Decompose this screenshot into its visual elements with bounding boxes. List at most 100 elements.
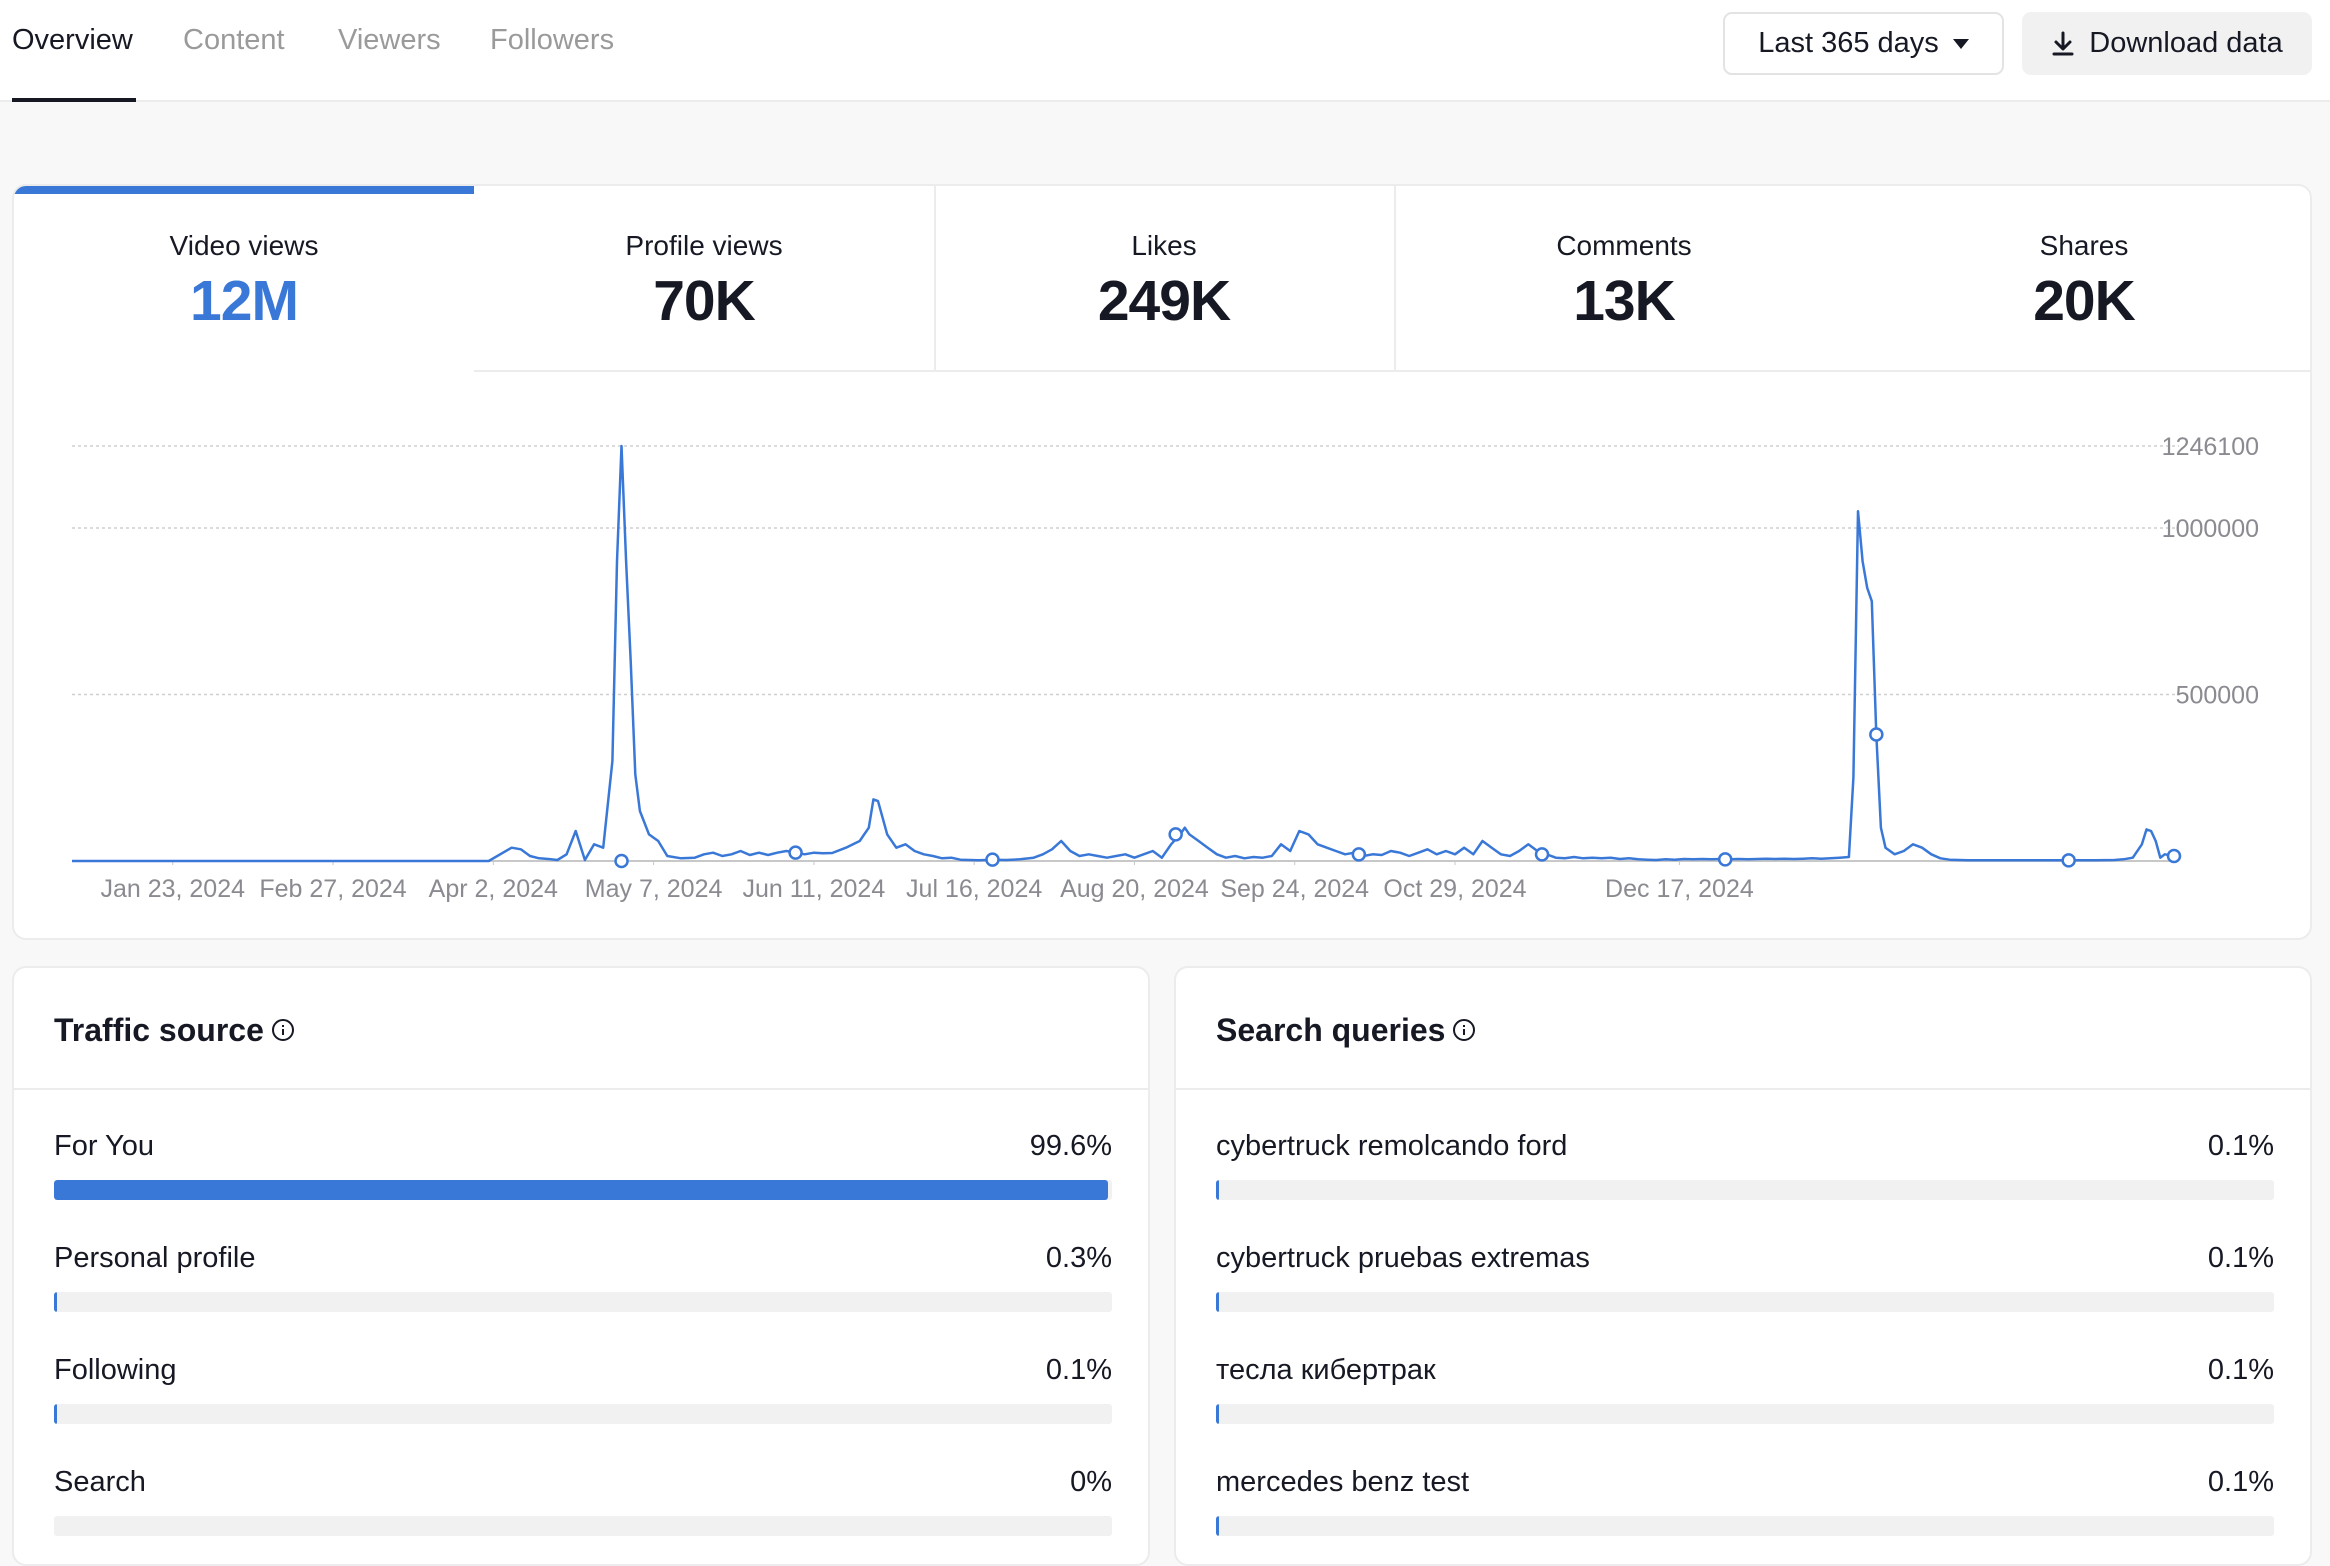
row-label: mercedes benz test (1216, 1466, 1470, 1498)
tab-followers[interactable]: Followers (490, 24, 615, 56)
progress-track (54, 1180, 1112, 1200)
search-queries-panel: Search queries cybertruck remolcando for… (1174, 966, 2312, 1566)
metric-value: 70K (653, 269, 756, 333)
download-data-button[interactable]: Download data (2022, 12, 2312, 75)
info-icon[interactable] (271, 1018, 294, 1041)
row-label: cybertruck pruebas extremas (1216, 1242, 1590, 1274)
y-tick-label: 1000000 (2162, 515, 2259, 543)
data-point-marker (788, 845, 803, 860)
y-tick-label: 1246100 (2162, 433, 2259, 461)
search-query-row: mercedes benz test 0.1% (1216, 1466, 2274, 1546)
download-data-label: Download data (2089, 27, 2283, 59)
search-queries-title: Search queries (1216, 1012, 1476, 1049)
metric-likes[interactable]: Likes 249K (934, 186, 1394, 372)
data-point-marker (1869, 727, 1884, 742)
search-query-row: cybertruck pruebas extremas 0.1% (1216, 1242, 2274, 1322)
metric-profile-views[interactable]: Profile views 70K (474, 186, 934, 372)
metric-comments[interactable]: Comments 13K (1394, 186, 1854, 372)
progress-track (1216, 1292, 2274, 1312)
row-value: 99.6% (1029, 1130, 1112, 1162)
progress-track (1216, 1180, 2274, 1200)
progress-fill (54, 1404, 57, 1424)
metric-shares[interactable]: Shares 20K (1854, 186, 2310, 372)
series-line (72, 444, 2175, 863)
row-value: 0% (1070, 1466, 1112, 1498)
progress-fill (1216, 1516, 1219, 1536)
search-query-row: тесла кибертрак 0.1% (1216, 1354, 2274, 1434)
panel-header: Search queries (1176, 968, 2310, 1090)
tab-viewers[interactable]: Viewers (338, 24, 441, 56)
traffic-source-title: Traffic source (54, 1012, 294, 1049)
traffic-source-row: Search 0% (54, 1466, 1112, 1546)
metric-label: Profile views (625, 230, 783, 261)
panel-header: Traffic source (14, 968, 1148, 1090)
x-tick-label: Feb 27, 2024 (259, 875, 406, 903)
panel-title-text: Search queries (1216, 1012, 1446, 1048)
row-label: Search (54, 1466, 146, 1498)
traffic-source-row: Personal profile 0.3% (54, 1242, 1112, 1322)
traffic-source-row: Following 0.1% (54, 1354, 1112, 1434)
top-nav-bar: Overview Content Viewers Followers Last … (0, 0, 2330, 102)
row-value: 0.1% (2207, 1130, 2274, 1162)
data-point-marker (614, 853, 629, 869)
search-query-row: cybertruck remolcando ford 0.1% (1216, 1130, 2274, 1210)
x-tick-label: Dec 17, 2024 (1605, 875, 1754, 903)
x-tick-label: Jun 11, 2024 (743, 875, 886, 903)
metric-label: Likes (1131, 230, 1197, 261)
traffic-source-row: For You 99.6% (54, 1130, 1112, 1210)
data-point-marker (1717, 852, 1733, 867)
metric-value: 13K (1573, 269, 1676, 333)
row-value: 0.1% (2207, 1242, 2274, 1274)
info-icon[interactable] (1453, 1018, 1476, 1041)
row-label: тесла кибертрак (1216, 1354, 1436, 1386)
x-tick-label: May 7, 2024 (585, 875, 723, 903)
date-range-label: Last 365 days (1758, 27, 1939, 59)
video-views-line-chart: 500000 1000000 1246100 Jan 23, 2024 Feb 27, … (72, 433, 2259, 903)
x-tick-label: Sep 24, 2024 (1220, 875, 1369, 903)
progress-fill (54, 1180, 1108, 1200)
progress-track (54, 1292, 1112, 1312)
row-label: cybertruck remolcando ford (1216, 1130, 1568, 1162)
progress-track (1216, 1516, 2274, 1536)
metric-value: 12M (190, 269, 299, 333)
x-tick-label: Jan 23, 2024 (100, 875, 245, 903)
row-label: Following (54, 1354, 177, 1386)
data-point-marker (1351, 847, 1367, 862)
x-tick-label: Jul 16, 2024 (906, 875, 1042, 903)
row-value: 0.1% (2207, 1466, 2274, 1498)
caret-down-icon (1952, 38, 1969, 49)
metric-label: Shares (2039, 230, 2129, 261)
metric-video-views[interactable]: Video views 12M (14, 186, 474, 372)
data-point-marker (985, 852, 1000, 867)
row-value: 0.1% (2207, 1354, 2274, 1386)
metric-value: 20K (2033, 269, 2136, 333)
y-tick-label: 500000 (2176, 681, 2259, 709)
progress-track (54, 1516, 1112, 1536)
row-label: Personal profile (54, 1242, 256, 1274)
x-tick-label: Oct 29, 2024 (1383, 875, 1526, 903)
x-tick-label: Aug 20, 2024 (1060, 875, 1209, 903)
row-value: 0.1% (1045, 1354, 1112, 1386)
data-point-marker (2166, 848, 2182, 864)
data-point-marker (2061, 853, 2076, 868)
row-label: For You (54, 1130, 154, 1162)
data-point-marker (1168, 827, 1183, 842)
progress-fill (1216, 1180, 1219, 1200)
progress-track (54, 1404, 1112, 1424)
progress-track (1216, 1404, 2274, 1424)
metric-divider (1394, 186, 1396, 372)
metrics-chart-card: Video views 12M Profile views 70K Likes … (12, 184, 2312, 940)
traffic-source-panel: Traffic source For You 99.6% Personal pr… (12, 966, 1150, 1566)
tab-overview[interactable]: Overview (12, 24, 133, 56)
metric-divider (934, 186, 936, 372)
tab-content[interactable]: Content (183, 24, 285, 56)
data-point-marker (1534, 847, 1550, 862)
panel-title-text: Traffic source (54, 1012, 264, 1048)
download-icon (2052, 31, 2074, 55)
row-value: 0.3% (1045, 1242, 1112, 1274)
selected-metric-indicator (14, 186, 474, 194)
metric-value: 249K (1097, 269, 1231, 333)
date-range-dropdown[interactable]: Last 365 days (1723, 12, 2004, 75)
metric-label: Comments (1556, 230, 1692, 261)
active-tab-indicator (12, 98, 136, 102)
